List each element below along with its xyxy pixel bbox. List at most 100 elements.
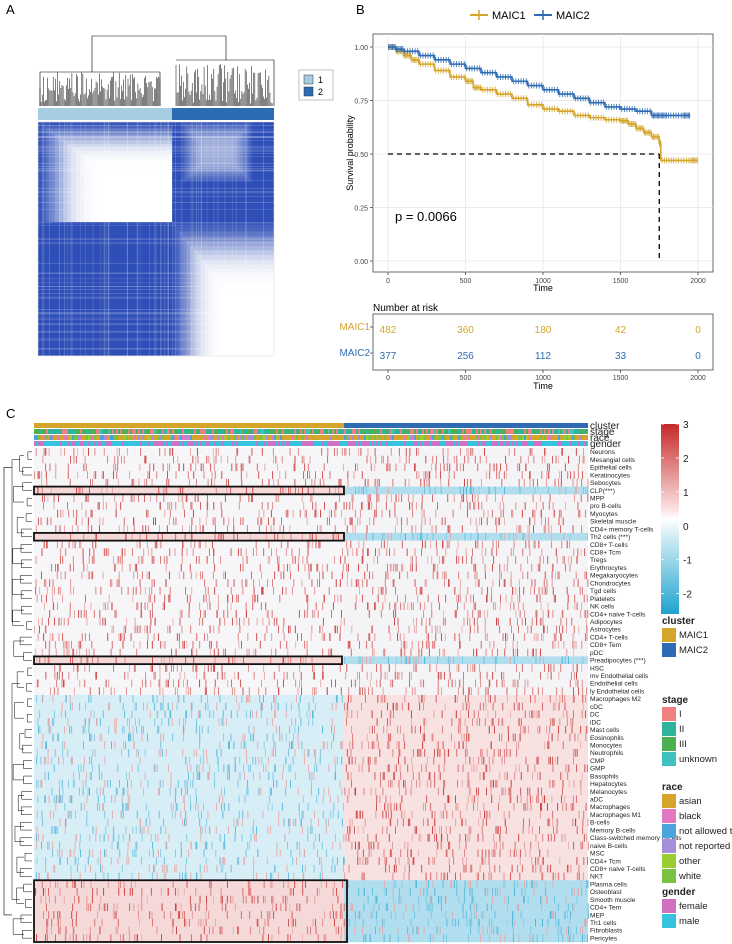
heat-cell: [426, 478, 428, 487]
heat-cell: [531, 579, 533, 588]
heat-cell: [45, 756, 46, 765]
track-race-seg: [390, 435, 392, 440]
heat-cell: [88, 494, 90, 503]
heat-cell: [256, 617, 258, 626]
heat-cell: [328, 648, 330, 657]
track-race-seg: [346, 435, 348, 440]
track-stage-seg: [372, 429, 374, 434]
heat-cell: [257, 517, 259, 526]
heat-cell: [557, 733, 559, 742]
heat-cell: [168, 594, 170, 603]
heat-cell: [46, 478, 48, 487]
heat-cell: [445, 594, 447, 603]
heat-cell: [367, 548, 369, 557]
heat-cell: [261, 586, 263, 595]
heat-row-right: [344, 517, 588, 526]
heat-cell: [412, 602, 414, 611]
track-race-seg: [224, 435, 226, 440]
heat-cell: [490, 548, 492, 557]
heat-cell: [184, 671, 186, 680]
heat-cell: [191, 525, 193, 534]
heat-cell: [358, 540, 360, 549]
heat-cell: [329, 471, 331, 480]
heat-cell: [576, 664, 578, 673]
heat-cell: [410, 671, 412, 680]
heat-cell: [421, 517, 423, 526]
heat-cell: [331, 725, 333, 734]
track-race-seg: [86, 435, 88, 440]
heat-cell: [213, 548, 215, 557]
heat-cell: [175, 532, 177, 541]
heat-cell: [48, 648, 50, 657]
heat-cell: [584, 548, 586, 557]
heat-cell: [99, 610, 101, 619]
heat-cell: [272, 733, 274, 742]
track-race-seg: [110, 435, 112, 440]
track-stage-seg: [324, 429, 326, 434]
heat-cell: [431, 463, 433, 472]
heat-cell: [233, 517, 235, 526]
heat-cell: [567, 471, 569, 480]
heat-cell: [582, 656, 584, 665]
heat-cell: [151, 478, 153, 487]
heat-cell: [538, 710, 540, 719]
heat-cell: [421, 509, 423, 518]
heat-cell: [458, 725, 460, 734]
heat-cell: [49, 610, 51, 619]
heat-row-right: [344, 772, 588, 781]
heat-cell: [173, 455, 175, 464]
heat-cell: [255, 540, 257, 549]
heat-cell: [394, 563, 396, 572]
heat-cell: [560, 633, 562, 642]
heat-cell: [392, 749, 394, 757]
heat-cell: [304, 586, 306, 595]
heat-cell: [285, 702, 287, 711]
heat-cell: [444, 633, 446, 642]
heat-cell: [474, 625, 475, 634]
heat-cell: [73, 586, 74, 595]
track-stage-seg: [116, 429, 118, 434]
heat-cell: [181, 548, 183, 557]
heat-cell: [575, 749, 577, 757]
track-gender-seg: [584, 441, 586, 446]
heat-cell: [132, 594, 134, 603]
track-race-seg: [280, 435, 282, 440]
heat-cell: [510, 579, 512, 588]
heat-cell: [466, 494, 468, 503]
heat-cell: [228, 517, 230, 526]
heat-cell: [528, 725, 529, 734]
heat-cell: [537, 633, 539, 642]
track-stage-seg: [210, 429, 212, 434]
heat-cell: [467, 571, 469, 580]
heat-cell: [261, 502, 263, 510]
heat-cell: [456, 710, 458, 719]
heat-cell: [152, 695, 154, 703]
track-race-seg: [498, 435, 500, 440]
heat-cell: [400, 648, 402, 657]
legend-label-1: 1: [318, 75, 323, 85]
heat-cell: [91, 640, 93, 649]
heat-cell: [302, 455, 304, 464]
track-stage-seg: [350, 429, 352, 434]
heat-cell: [418, 772, 420, 781]
heat-cell: [165, 563, 167, 572]
heat-cell: [215, 525, 217, 534]
heat-cell: [518, 702, 520, 711]
heat-cell: [518, 764, 520, 773]
heat-cell: [392, 563, 394, 572]
heat-cell: [401, 525, 402, 534]
heat-cell: [321, 633, 323, 642]
heat-cell: [208, 772, 210, 781]
heat-cell: [480, 478, 482, 487]
heat-cell: [485, 764, 486, 773]
dendro-left-link: [39, 71, 161, 106]
track-stage-seg: [280, 429, 282, 434]
heat-cell: [70, 756, 72, 765]
heat-cell: [464, 455, 465, 464]
heat-cell: [334, 502, 336, 510]
heat-cell: [162, 749, 163, 757]
heat-cell: [144, 749, 146, 757]
heat-cell: [175, 502, 177, 510]
heat-row-left: [34, 478, 344, 487]
heat-cell: [536, 610, 538, 619]
